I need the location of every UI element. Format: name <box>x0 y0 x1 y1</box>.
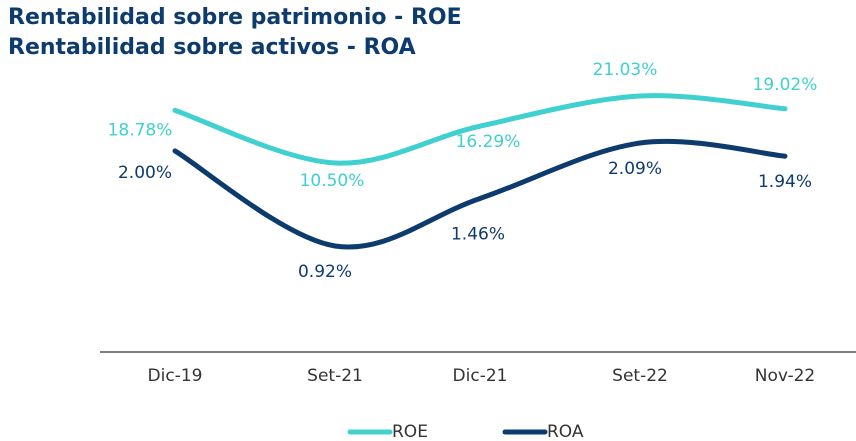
chart-title: Rentabilidad sobre activos - ROA <box>8 35 416 60</box>
line <box>172 138 788 250</box>
data-label: 16.29% <box>456 132 521 152</box>
chart-title: Rentabilidad sobre patrimonio - ROE <box>8 5 462 30</box>
data-label: 0.92% <box>298 262 352 282</box>
x-tick-label: Dic-19 <box>148 366 203 386</box>
data-label: 19.02% <box>753 75 818 95</box>
line <box>172 93 788 166</box>
data-label: 1.94% <box>758 172 812 192</box>
x-tick-label: Set-22 <box>612 366 668 386</box>
data-label: 10.50% <box>300 171 365 191</box>
data-label: 2.09% <box>608 159 662 179</box>
data-label: 18.78% <box>108 120 173 140</box>
legend-label: ROA <box>547 422 584 441</box>
x-tick-label: Set-21 <box>307 366 363 386</box>
x-tick-label: Dic-21 <box>453 366 508 386</box>
x-tick-label: Nov-22 <box>755 366 816 386</box>
data-label: 21.03% <box>593 60 658 80</box>
legend-label: ROE <box>392 422 428 441</box>
data-label: 2.00% <box>118 163 172 183</box>
data-label: 1.46% <box>451 224 505 244</box>
